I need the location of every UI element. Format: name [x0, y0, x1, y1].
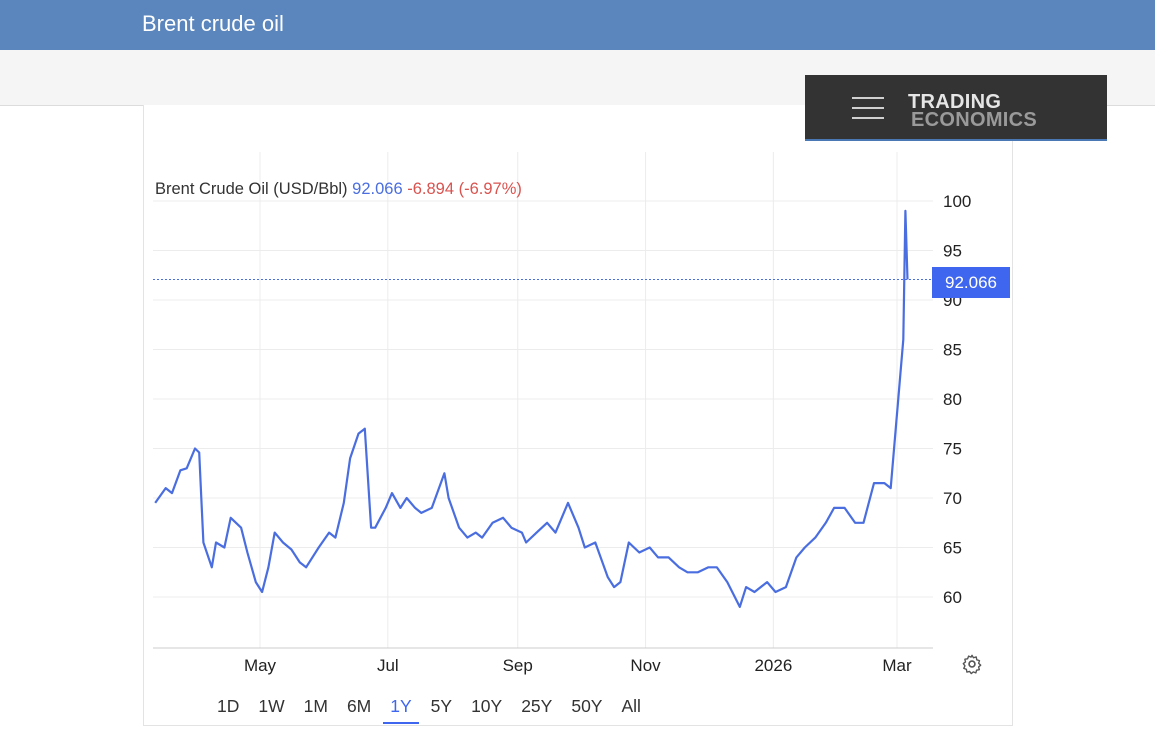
- y-tick-label: 75: [943, 440, 962, 459]
- y-tick-label: 85: [943, 341, 962, 360]
- y-tick-label: 70: [943, 489, 962, 508]
- x-tick-label: Jul: [377, 656, 399, 675]
- legend-change: -6.894 (-6.97%): [407, 180, 522, 198]
- range-selector: 1D 1W 1M 6M 1Y 5Y 10Y 25Y 50Y All: [210, 690, 653, 724]
- legend-value: 92.066: [352, 180, 403, 198]
- range-button-5y[interactable]: 5Y: [430, 696, 453, 716]
- x-tick-label: 2026: [754, 656, 792, 675]
- y-tick-label: 80: [943, 390, 962, 409]
- x-tick-label: Mar: [882, 656, 912, 675]
- y-tick-label: 95: [943, 242, 962, 261]
- page-title: Brent crude oil: [142, 11, 284, 36]
- logo-line-2: ECONOMICS: [911, 109, 1038, 131]
- trading-economics-logo[interactable]: TRADING ECONOMICS: [805, 75, 1107, 141]
- chart-card: [143, 105, 1013, 726]
- series-line: [154, 209, 909, 608]
- logo-line-1: TRADING: [908, 91, 1002, 113]
- header-bar: Brent crude oil: [0, 0, 1155, 50]
- range-button-10y[interactable]: 10Y: [471, 696, 503, 716]
- y-tick-label: 60: [943, 588, 962, 607]
- horizontal-grid: [153, 200, 933, 649]
- x-tick-label: Nov: [630, 656, 661, 675]
- range-button-1y[interactable]: 1Y: [383, 690, 419, 724]
- y-tick-label: 100: [943, 192, 971, 211]
- chart-legend: Brent Crude Oil (USD/Bbl) 92.066 -6.894 …: [155, 180, 522, 199]
- range-button-all[interactable]: All: [621, 696, 641, 716]
- last-price-label: 92.066: [932, 267, 1010, 298]
- gear-icon[interactable]: [961, 653, 983, 675]
- range-button-25y[interactable]: 25Y: [521, 696, 553, 716]
- range-button-50y[interactable]: 50Y: [571, 696, 603, 716]
- y-tick-label: 65: [943, 539, 962, 558]
- range-button-6m[interactable]: 6M: [346, 696, 372, 716]
- menu-icon[interactable]: [852, 97, 884, 119]
- x-axis-ticks: May Jul Sep Nov 2026 Mar: [244, 656, 912, 675]
- legend-series-name: Brent Crude Oil (USD/Bbl): [155, 180, 348, 198]
- range-button-1w[interactable]: 1W: [258, 696, 285, 716]
- x-tick-label: May: [244, 656, 277, 675]
- range-button-1m[interactable]: 1M: [303, 696, 328, 716]
- range-button-1d[interactable]: 1D: [217, 696, 240, 716]
- x-tick-label: Sep: [503, 656, 533, 675]
- vertical-grid: [259, 152, 898, 648]
